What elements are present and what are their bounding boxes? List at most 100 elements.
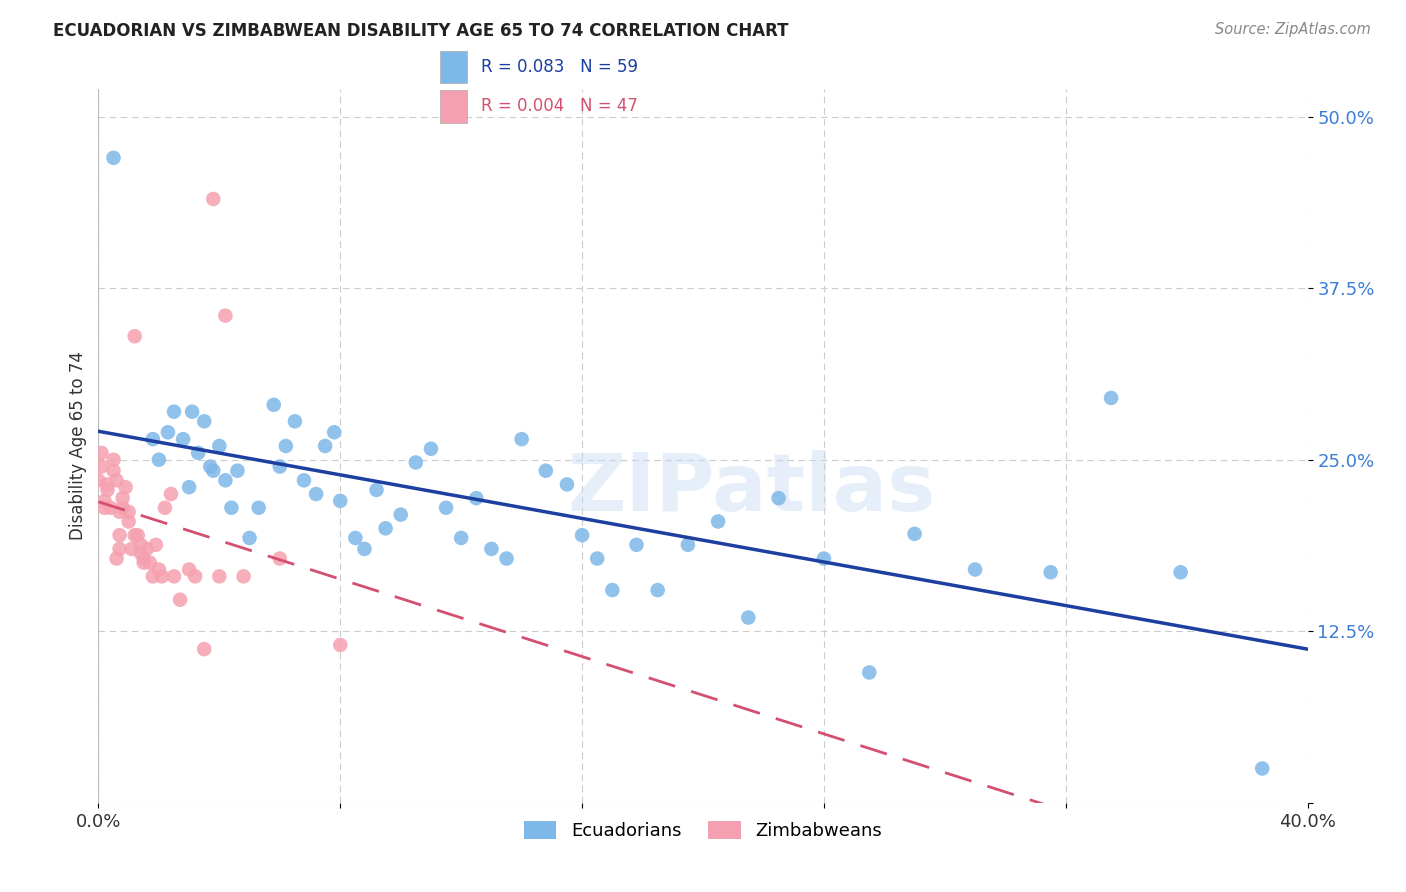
Point — [193, 642, 215, 657]
Point — [105, 473, 128, 487]
Point — [434, 500, 457, 515]
Point — [737, 610, 759, 624]
Point — [108, 505, 131, 519]
Point — [156, 425, 179, 440]
Point — [274, 439, 297, 453]
Text: R = 0.004   N = 47: R = 0.004 N = 47 — [481, 97, 638, 115]
Point — [90, 446, 112, 460]
Point — [132, 551, 155, 566]
Point — [200, 459, 222, 474]
Point — [768, 491, 790, 505]
Bar — [440, 51, 467, 83]
Point — [202, 192, 225, 206]
Point — [221, 500, 243, 515]
Point — [1099, 391, 1122, 405]
Point — [179, 480, 201, 494]
Point — [208, 439, 231, 453]
Point — [965, 562, 987, 576]
Text: R = 0.083   N = 59: R = 0.083 N = 59 — [481, 58, 638, 76]
Point — [263, 398, 285, 412]
Point — [129, 538, 152, 552]
Point — [124, 329, 146, 343]
Point — [707, 515, 730, 529]
Point — [145, 538, 167, 552]
Point — [139, 556, 162, 570]
Point — [208, 569, 231, 583]
Text: ECUADORIAN VS ZIMBABWEAN DISABILITY AGE 65 TO 74 CORRELATION CHART: ECUADORIAN VS ZIMBABWEAN DISABILITY AGE … — [53, 22, 789, 40]
Point — [858, 665, 880, 680]
Point — [214, 473, 236, 487]
Point — [226, 464, 249, 478]
Point — [214, 309, 236, 323]
Point — [118, 515, 141, 529]
Point — [150, 569, 173, 583]
Text: Source: ZipAtlas.com: Source: ZipAtlas.com — [1215, 22, 1371, 37]
Point — [153, 500, 176, 515]
Point — [132, 556, 155, 570]
Point — [111, 500, 134, 515]
Point — [586, 551, 609, 566]
Point — [571, 528, 593, 542]
Point — [142, 569, 165, 583]
Point — [269, 551, 291, 566]
Point — [103, 464, 125, 478]
Point — [108, 541, 131, 556]
Point — [813, 551, 835, 566]
Point — [495, 551, 517, 566]
Point — [142, 432, 165, 446]
Point — [292, 473, 315, 487]
Point — [1251, 762, 1274, 776]
Point — [1170, 566, 1192, 580]
Point — [239, 531, 262, 545]
Point — [284, 414, 307, 428]
Point — [184, 569, 207, 583]
Point — [135, 541, 157, 556]
Point — [193, 414, 215, 428]
Point — [329, 494, 352, 508]
Point — [118, 505, 141, 519]
Point — [108, 528, 131, 542]
Point — [353, 541, 375, 556]
Point — [465, 491, 488, 505]
Point — [510, 432, 533, 446]
Point — [105, 551, 128, 566]
Point — [96, 477, 118, 491]
Point — [127, 528, 149, 542]
Point — [103, 452, 125, 467]
Point — [179, 562, 201, 576]
Point — [148, 452, 170, 467]
Text: ZIPatlas: ZIPatlas — [567, 450, 935, 528]
Point — [481, 541, 503, 556]
Point — [87, 473, 110, 487]
Point — [93, 500, 115, 515]
Point — [232, 569, 254, 583]
Legend: Ecuadorians, Zimbabweans: Ecuadorians, Zimbabweans — [516, 814, 890, 847]
Bar — [440, 90, 467, 122]
Point — [148, 562, 170, 576]
Point — [100, 500, 122, 515]
Point — [1039, 566, 1062, 580]
Point — [602, 583, 624, 598]
Point — [405, 455, 427, 469]
Point — [163, 405, 186, 419]
Point — [163, 569, 186, 583]
Point — [114, 480, 136, 494]
Point — [305, 487, 328, 501]
Point — [389, 508, 412, 522]
Point — [420, 442, 443, 456]
Point — [374, 521, 396, 535]
Point — [181, 405, 204, 419]
Point — [121, 541, 143, 556]
Point — [626, 538, 648, 552]
Point — [124, 528, 146, 542]
Point — [160, 487, 183, 501]
Point — [103, 151, 125, 165]
Point — [450, 531, 472, 545]
Point — [269, 459, 291, 474]
Point — [323, 425, 346, 440]
Point — [90, 459, 112, 474]
Point — [93, 494, 115, 508]
Point — [187, 446, 209, 460]
Point — [329, 638, 352, 652]
Point — [172, 432, 194, 446]
